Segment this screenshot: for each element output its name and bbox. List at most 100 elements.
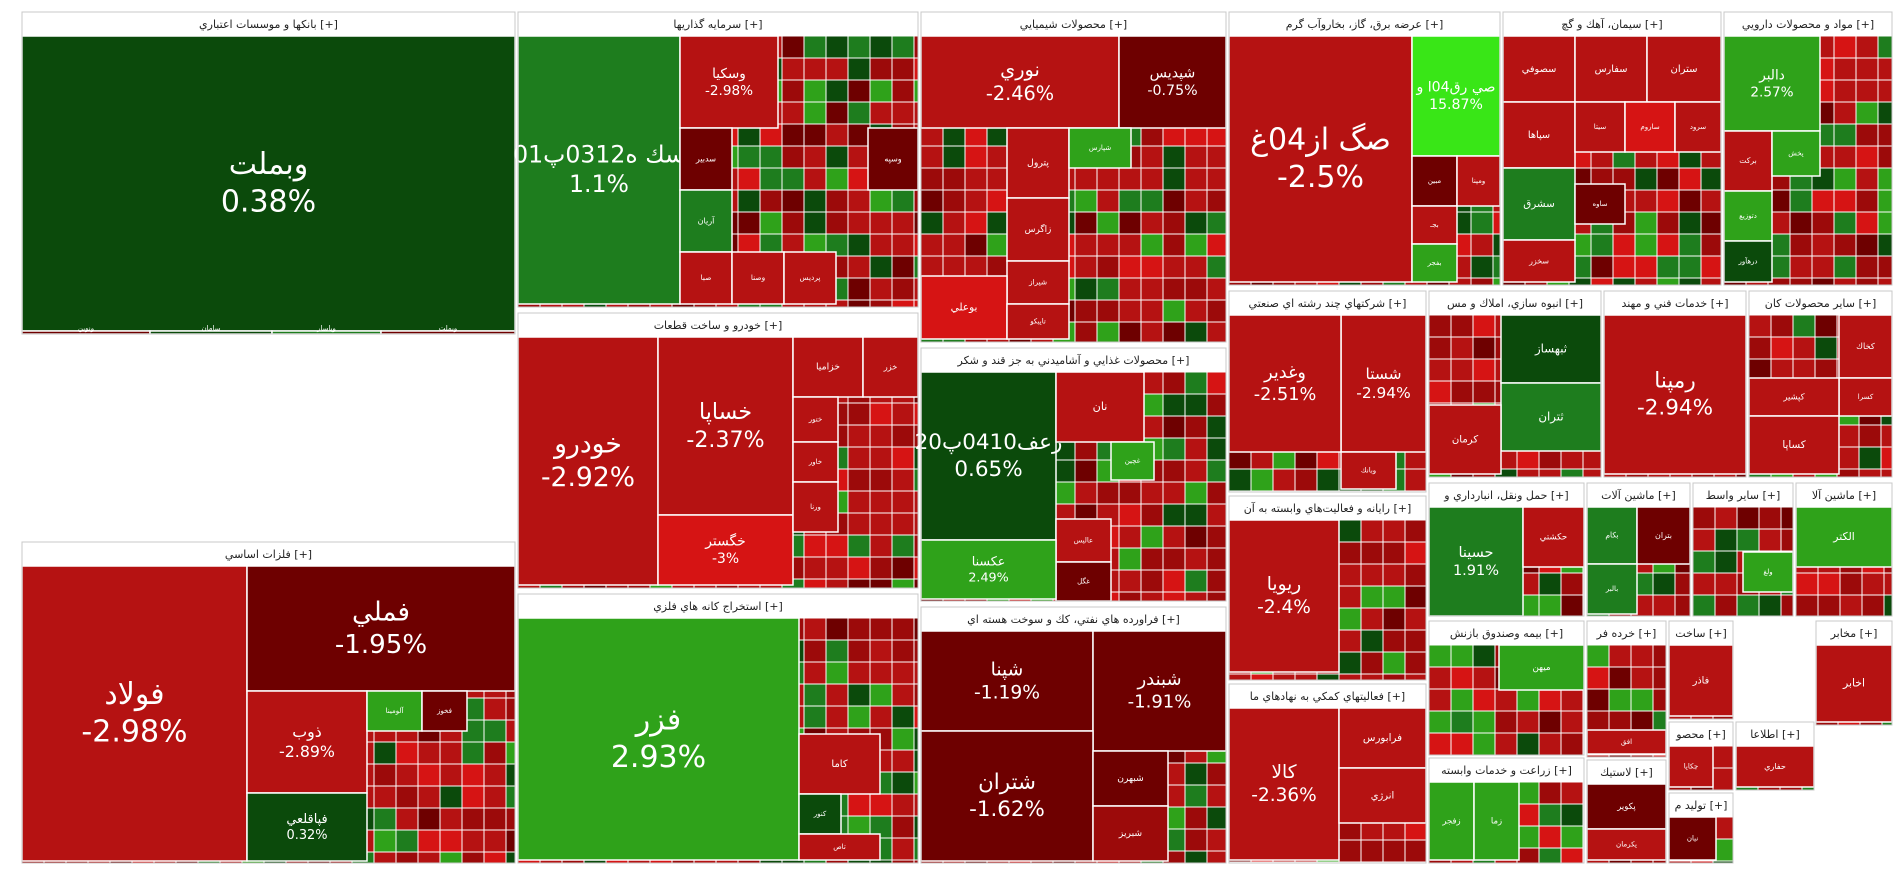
- minor-tile[interactable]: [483, 785, 507, 809]
- minor-tile[interactable]: [1250, 673, 1274, 681]
- minor-tile[interactable]: [1074, 481, 1098, 505]
- minor-tile[interactable]: [1206, 211, 1227, 235]
- minor-tile[interactable]: [1096, 233, 1120, 257]
- minor-tile[interactable]: [803, 578, 827, 589]
- minor-tile[interactable]: [395, 829, 419, 853]
- minor-tile[interactable]: [825, 35, 849, 59]
- minor-tile[interactable]: [1792, 314, 1816, 338]
- minor-tile[interactable]: [1858, 468, 1882, 478]
- minor-tile[interactable]: [1656, 189, 1680, 213]
- minor-tile[interactable]: [1795, 594, 1819, 617]
- minor-tile[interactable]: [803, 534, 827, 558]
- minor-tile[interactable]: [483, 741, 507, 765]
- minor-tile[interactable]: [1877, 277, 1893, 286]
- minor-tile[interactable]: [1590, 277, 1614, 286]
- stock-tile[interactable]: كساپا: [1748, 415, 1840, 475]
- minor-tile[interactable]: [1678, 255, 1702, 279]
- minor-tile[interactable]: [1855, 57, 1879, 81]
- minor-tile[interactable]: [505, 719, 516, 743]
- minor-tile[interactable]: [1855, 211, 1879, 235]
- minor-tile[interactable]: [1228, 468, 1252, 492]
- minor-tile[interactable]: [1162, 459, 1186, 483]
- stock-tile[interactable]: چكاپا: [1668, 745, 1714, 788]
- minor-tile[interactable]: [891, 578, 915, 589]
- minor-tile[interactable]: [1492, 277, 1501, 286]
- minor-tile[interactable]: [1883, 594, 1893, 617]
- minor-tile[interactable]: [1428, 314, 1452, 338]
- stock-tile[interactable]: پكوير: [1586, 783, 1667, 830]
- minor-tile[interactable]: [1833, 35, 1857, 59]
- minor-tile[interactable]: [913, 233, 919, 257]
- minor-tile[interactable]: [1634, 233, 1658, 257]
- minor-tile[interactable]: [825, 167, 849, 191]
- minor-tile[interactable]: [942, 189, 966, 213]
- minor-tile[interactable]: [1162, 255, 1186, 279]
- minor-tile[interactable]: [1360, 629, 1384, 653]
- minor-tile[interactable]: [1538, 468, 1562, 478]
- minor-tile[interactable]: [1206, 189, 1227, 213]
- stock-tile-rect[interactable]: [1228, 707, 1340, 861]
- minor-tile[interactable]: [913, 793, 919, 817]
- minor-tile[interactable]: [913, 749, 919, 773]
- minor-tile[interactable]: [891, 57, 915, 81]
- sector-title[interactable]: لاستيك [+]: [1600, 766, 1653, 779]
- minor-tile[interactable]: [1338, 563, 1362, 587]
- minor-tile[interactable]: [1692, 528, 1716, 552]
- minor-tile[interactable]: [825, 617, 849, 641]
- minor-tile[interactable]: [1338, 607, 1362, 631]
- minor-tile[interactable]: [439, 851, 463, 864]
- minor-tile[interactable]: [1118, 481, 1142, 505]
- minor-tile[interactable]: [1118, 277, 1142, 301]
- minor-tile[interactable]: [913, 189, 919, 213]
- minor-tile[interactable]: [847, 167, 871, 191]
- minor-tile[interactable]: [1630, 644, 1654, 668]
- minor-tile[interactable]: [1162, 189, 1186, 213]
- stock-tile[interactable]: كپشير: [1748, 377, 1840, 417]
- minor-tile[interactable]: [461, 851, 485, 864]
- minor-tile[interactable]: [1404, 468, 1427, 492]
- stock-tile[interactable]: خودرو-2.92%: [517, 336, 659, 586]
- stock-tile-rect[interactable]: [867, 127, 919, 191]
- minor-tile[interactable]: [1811, 211, 1835, 235]
- minor-tile[interactable]: [1470, 277, 1494, 286]
- stock-tile[interactable]: پرديس: [783, 251, 837, 305]
- minor-tile[interactable]: [1780, 506, 1794, 530]
- minor-tile[interactable]: [1316, 673, 1340, 681]
- minor-tile[interactable]: [891, 402, 915, 426]
- minor-tile[interactable]: [1789, 211, 1813, 235]
- minor-tile[interactable]: [1560, 594, 1584, 617]
- minor-tile[interactable]: [891, 771, 915, 795]
- minor-tile[interactable]: [1140, 547, 1164, 571]
- minor-tile[interactable]: [1656, 233, 1680, 257]
- minor-tile[interactable]: [1877, 57, 1893, 81]
- minor-tile[interactable]: [1692, 506, 1716, 530]
- stock-tile-rect[interactable]: [920, 371, 1057, 541]
- minor-tile[interactable]: [847, 299, 871, 308]
- minor-tile[interactable]: [1074, 233, 1098, 257]
- sector-20[interactable]: فعاليتهاي كمكي به نهادهاي ما [+] كالا-2.3…: [1228, 683, 1427, 864]
- minor-tile[interactable]: [1338, 629, 1362, 653]
- stock-tile-rect[interactable]: [798, 733, 881, 795]
- sector-title[interactable]: رايانه و فعاليت‌هاي وابسته به آن [+]: [1244, 501, 1412, 515]
- minor-tile[interactable]: [781, 123, 805, 147]
- minor-tile[interactable]: [1450, 644, 1474, 668]
- minor-tile[interactable]: [1472, 666, 1496, 690]
- minor-tile[interactable]: [1712, 767, 1734, 791]
- sector-29[interactable]: توليد م [+] نيان: [1668, 792, 1734, 864]
- minor-tile[interactable]: [964, 167, 988, 191]
- minor-tile[interactable]: [1758, 528, 1782, 552]
- sector-11[interactable]: شركتهاي چند رشته اي صنعتي [+]شستا-2.94%و…: [1228, 290, 1427, 493]
- stock-tile[interactable]: ساروم: [1624, 101, 1676, 153]
- stock-tile[interactable]: بتران: [1636, 506, 1691, 565]
- minor-tile[interactable]: [1360, 651, 1384, 675]
- minor-tile[interactable]: [1470, 211, 1494, 235]
- minor-tile[interactable]: [1382, 839, 1406, 863]
- minor-tile[interactable]: [1877, 211, 1893, 235]
- sector-3[interactable]: خودرو و ساخت قطعات [+]خودرو-2.92%خساپا-2…: [517, 312, 919, 589]
- minor-tile[interactable]: [1206, 547, 1227, 571]
- minor-tile[interactable]: [891, 793, 915, 817]
- minor-tile[interactable]: [1692, 550, 1716, 574]
- stock-tile[interactable]: ورنا: [792, 481, 839, 533]
- sector-title[interactable]: خدمات فني و مهند [+]: [1621, 297, 1728, 310]
